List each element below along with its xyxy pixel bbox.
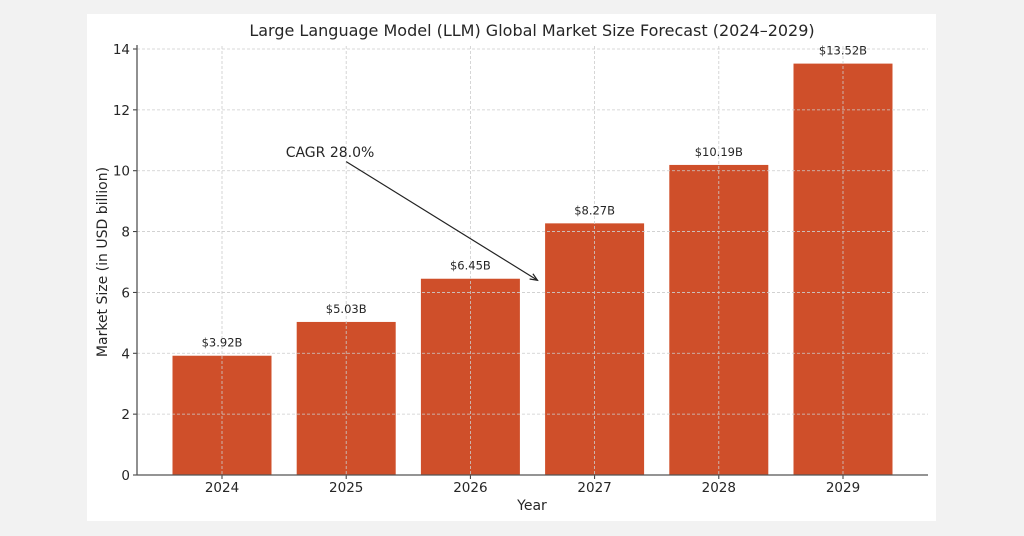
cagr-arrowhead <box>529 273 539 282</box>
y-tick-label-14: 14 <box>113 42 130 58</box>
y-tick-label-6: 6 <box>121 285 130 301</box>
y-tick-label-2: 2 <box>121 407 130 423</box>
y-tick-label-0: 0 <box>121 468 130 484</box>
x-tick-label-2027: 2027 <box>577 480 611 496</box>
x-axis-label: Year <box>516 498 547 514</box>
y-tick-label-10: 10 <box>113 164 130 180</box>
bar-2024 <box>172 355 272 475</box>
data-label-2024: $3.92B <box>202 336 243 350</box>
x-tick-label-2024: 2024 <box>205 480 239 496</box>
y-tick-label-4: 4 <box>121 346 130 362</box>
data-label-2028: $10.19B <box>695 145 743 159</box>
cagr-annotation: CAGR 28.0% <box>286 145 375 161</box>
cagr-arrow <box>345 161 538 281</box>
x-tick-label-2025: 2025 <box>329 480 363 496</box>
data-label-2025: $5.03B <box>326 302 367 316</box>
x-tick-label-2029: 2029 <box>826 480 860 496</box>
y-axis-label: Market Size (in USD billion) <box>95 167 111 357</box>
y-tick-label-12: 12 <box>113 103 130 119</box>
data-label-2026: $6.45B <box>450 259 491 273</box>
y-tick-label-8: 8 <box>121 225 130 241</box>
data-label-2029: $13.52B <box>819 44 867 58</box>
data-label-2027: $8.27B <box>574 203 615 217</box>
x-tick-label-2028: 2028 <box>702 480 736 496</box>
chart-title: Large Language Model (LLM) Global Market… <box>249 21 814 40</box>
x-tick-label-2026: 2026 <box>453 480 487 496</box>
